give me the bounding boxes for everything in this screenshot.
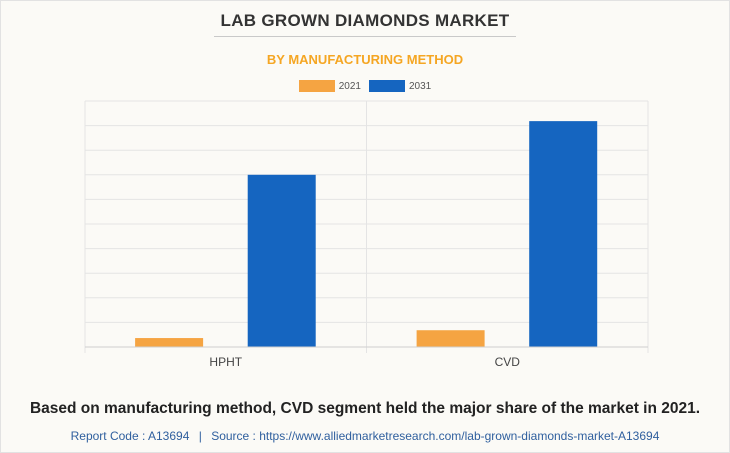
bar-cvd-2031 xyxy=(529,121,598,347)
legend-swatch-2021 xyxy=(298,80,335,92)
bars xyxy=(135,121,598,347)
legend-item-2031[interactable]: 2031 xyxy=(369,80,431,92)
category-dividers xyxy=(84,101,649,353)
legend-label-2021: 2021 xyxy=(338,80,361,92)
report-code: Report Code : A13694 xyxy=(70,429,190,443)
bar-hpht-2031 xyxy=(247,174,316,347)
legend: 2021 2031 xyxy=(0,80,730,92)
x-tick-label-cvd: CVD xyxy=(495,355,521,369)
title-divider xyxy=(214,36,516,37)
footer: Report Code : A13694 | Source : https://… xyxy=(0,429,730,443)
source-link[interactable]: Source : https://www.alliedmarketresearc… xyxy=(211,429,660,443)
x-tick-labels: HPHT CVD xyxy=(209,355,520,369)
chart-caption: Based on manufacturing method, CVD segme… xyxy=(29,400,701,417)
chart-subtitle: BY MANUFACTURING METHOD xyxy=(266,52,464,67)
legend-swatch-2031 xyxy=(369,80,405,92)
legend-item-2021[interactable]: 2021 xyxy=(298,80,361,92)
legend-label-2031: 2031 xyxy=(409,80,432,92)
x-tick-label-hpht: HPHT xyxy=(209,355,242,369)
bar-hpht-2021 xyxy=(135,338,204,347)
bar-chart: HPHT CVD xyxy=(84,100,649,369)
footer-separator: | xyxy=(198,429,202,443)
bar-cvd-2021 xyxy=(416,330,485,347)
chart-title: LAB GROWN DIAMONDS MARKET xyxy=(220,11,510,30)
